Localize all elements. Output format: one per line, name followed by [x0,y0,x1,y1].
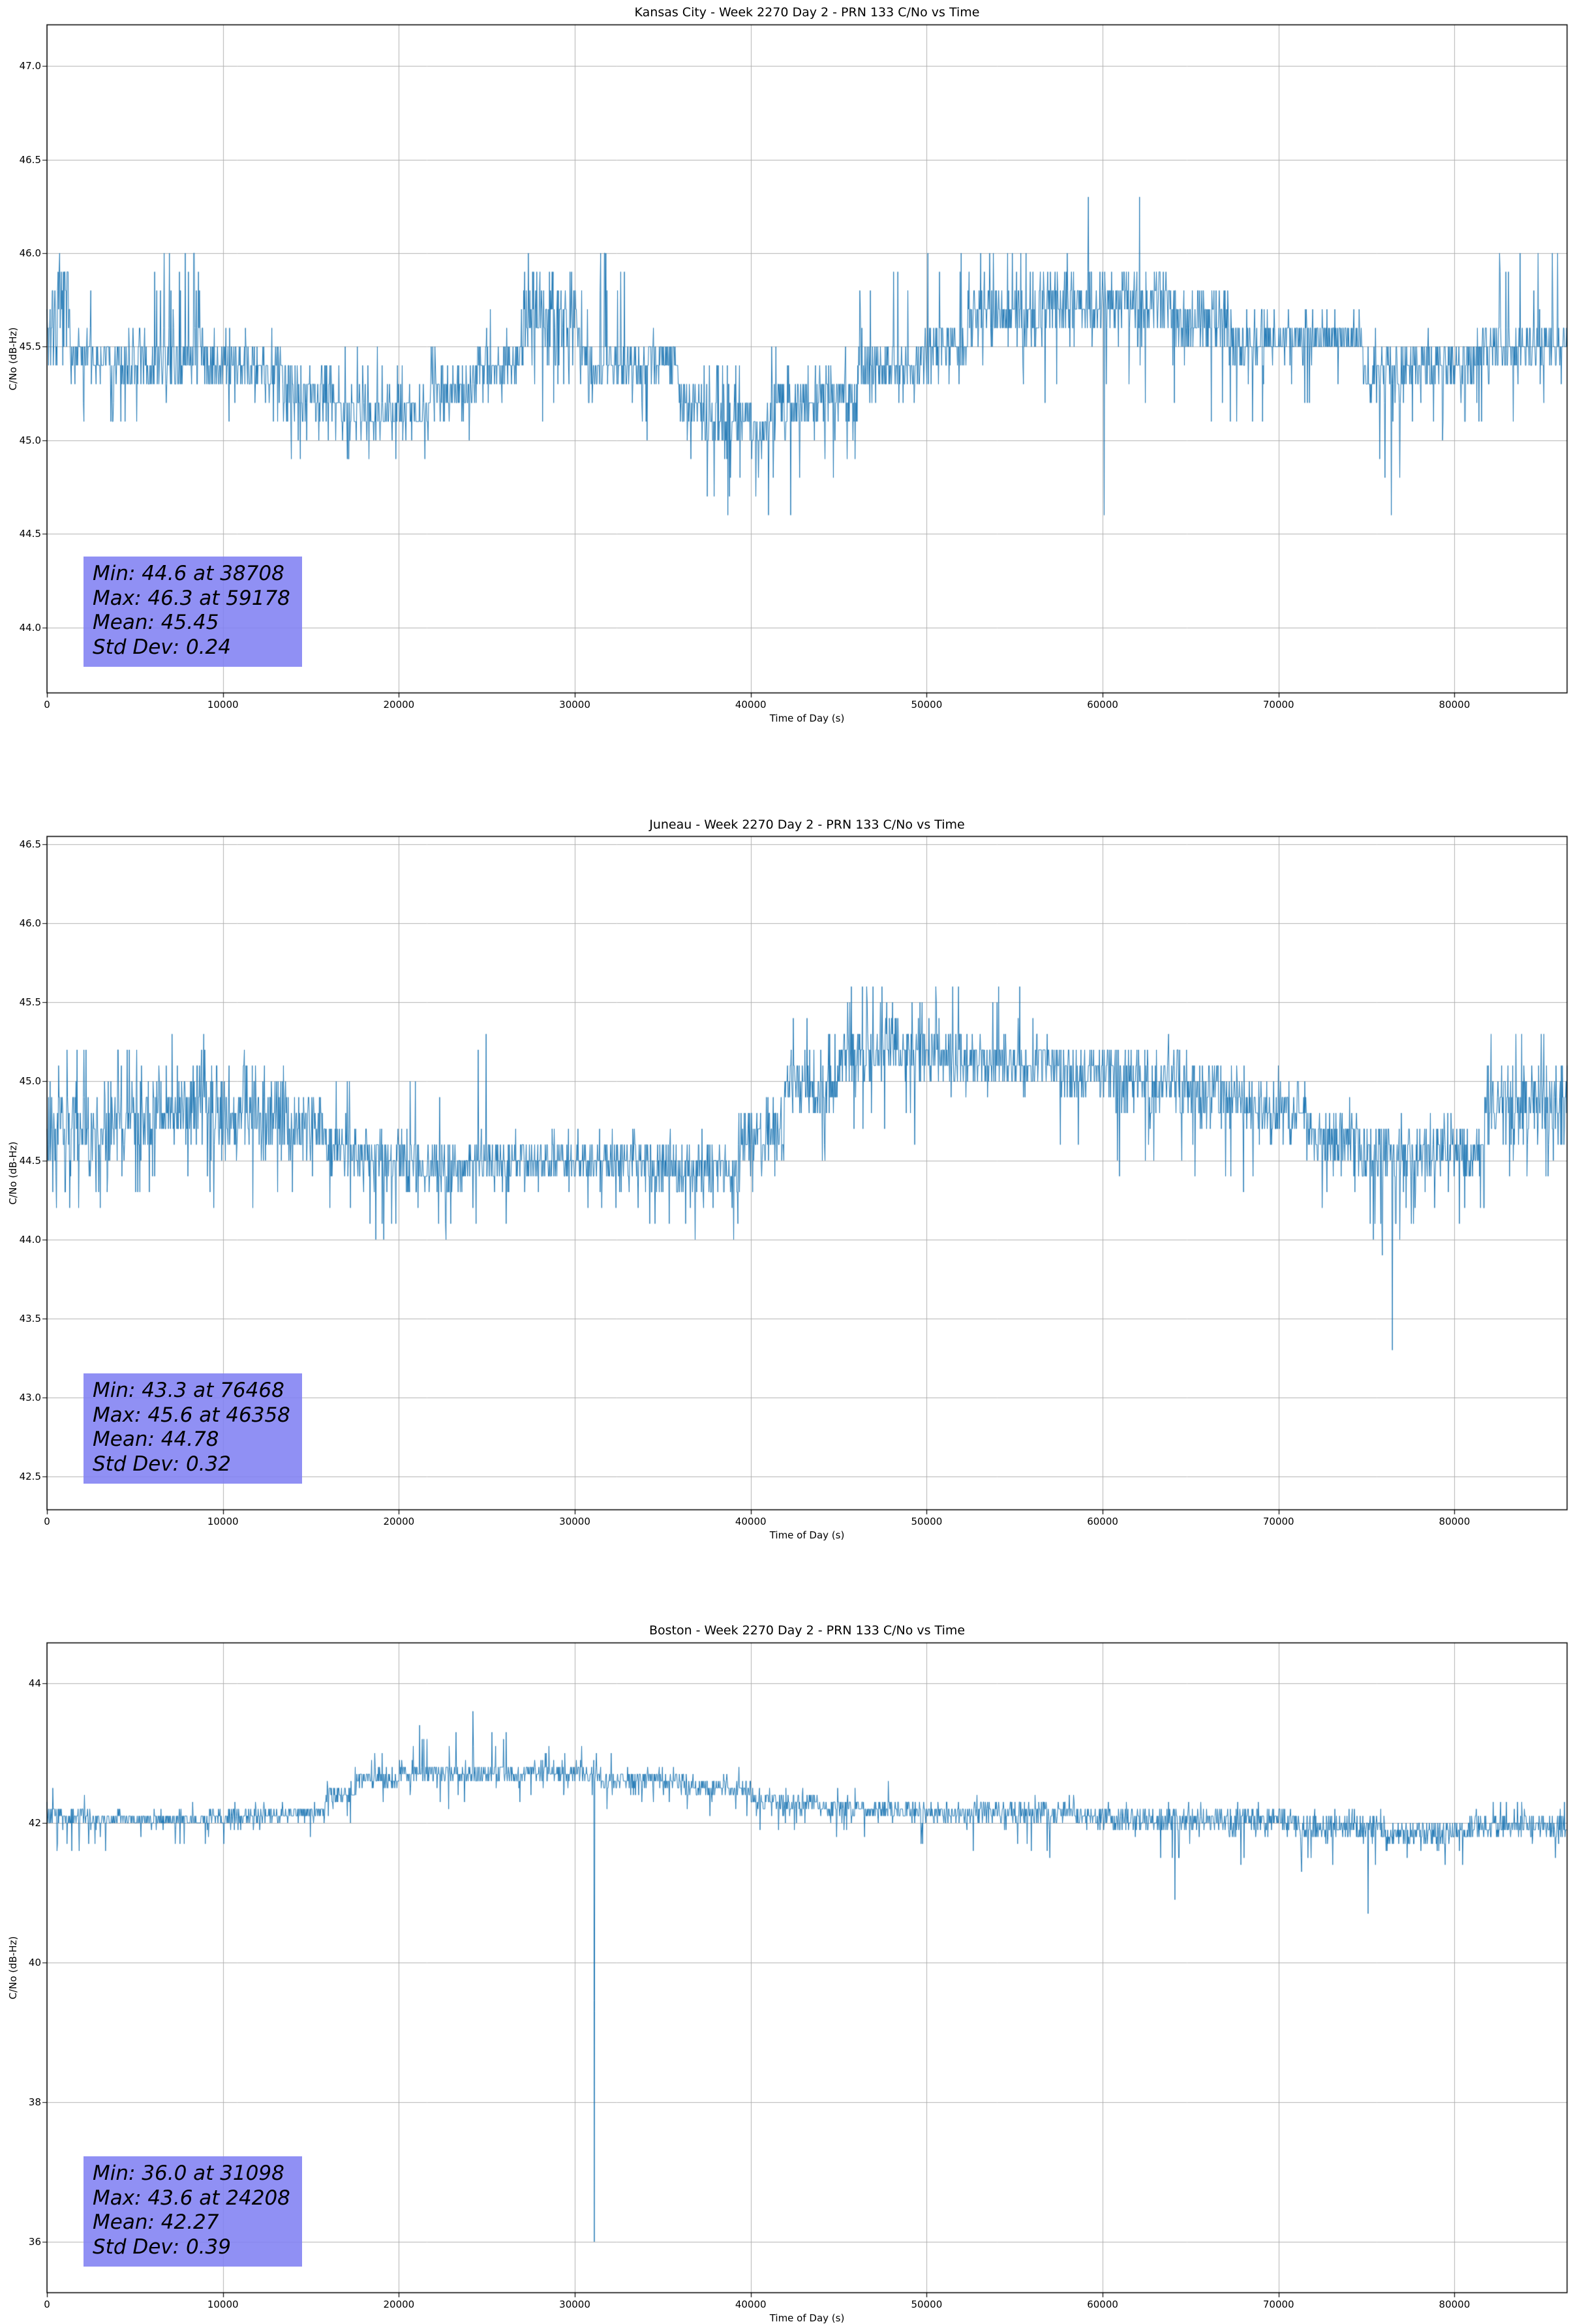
y-tick-label: 44.5 [19,1154,41,1167]
stats-annotation: Min: 44.6 at 38708 Max: 46.3 at 59178 Me… [84,556,302,667]
x-tick-label: 40000 [735,2299,767,2310]
x-axis-label: Time of Day (s) [769,712,845,724]
stats-annotation: Min: 43.3 at 76468 Max: 45.6 at 46358 Me… [84,1373,302,1484]
y-tick-label: 45.5 [19,341,41,353]
x-tick-label: 10000 [207,1516,239,1527]
x-tick-label: 80000 [1439,699,1471,711]
y-tick-label: 42.5 [19,1471,41,1483]
stats-annotation: Min: 36.0 at 31098 Max: 43.6 at 24208 Me… [84,2156,302,2267]
x-tick-label: 20000 [383,1516,415,1527]
x-tick-label: 70000 [1262,699,1294,711]
x-tick-label: 30000 [559,699,590,711]
y-tick-label: 45.0 [19,1075,41,1088]
y-tick-label: 44 [28,1677,41,1690]
x-tick-label: 60000 [1087,699,1118,711]
y-tick-label: 46.0 [19,917,41,930]
x-tick-label: 60000 [1087,2299,1118,2310]
y-tick-label: 42 [28,1817,41,1829]
y-tick-label: 43.0 [19,1392,41,1403]
stat-mean: Mean: 42.27 [93,2210,219,2235]
chart-title: Boston - Week 2270 Day 2 - PRN 133 C/No … [648,1623,966,1638]
y-axis-label: C/No (dB-Hz) [7,1141,19,1205]
stat-mean: Mean: 45.45 [93,611,219,635]
stat-stddev: Std Dev: 0.24 [93,635,231,660]
x-tick-label: 0 [44,699,50,711]
x-tick-label: 70000 [1262,2299,1294,2310]
x-tick-label: 50000 [911,2299,943,2310]
y-axis-label: C/No (dB-Hz) [7,327,19,391]
x-tick-label: 0 [44,2299,50,2310]
stat-min: Min: 43.3 at 76468 [93,1378,284,1402]
y-axis-label: C/No (dB-Hz) [7,1936,19,2000]
y-tick-label: 47.0 [19,60,41,72]
x-tick-label: 40000 [735,699,767,711]
figure-juneau: Juneau - Week 2270 Day 2 - PRN 133 C/No … [0,772,1571,1544]
x-tick-label: 50000 [911,1516,943,1527]
x-tick-label: 0 [44,1516,50,1527]
x-tick-label: 30000 [559,1516,590,1527]
y-tick-label: 38 [28,2096,41,2108]
x-axis-label: Time of Day (s) [769,2312,845,2324]
y-tick-label: 36 [28,2235,41,2248]
x-tick-label: 20000 [383,699,415,711]
x-tick-label: 10000 [207,2299,239,2310]
chart-title: Kansas City - Week 2270 Day 2 - PRN 133 … [634,5,980,20]
y-tick-label: 44.0 [19,621,41,634]
y-tick-label: 46.5 [19,838,41,851]
x-axis-label: Time of Day (s) [769,1529,845,1541]
x-tick-label: 80000 [1439,2299,1471,2310]
stat-min: Min: 36.0 at 31098 [93,2161,284,2185]
stat-max: Max: 45.6 at 46358 [93,1403,290,1427]
stat-stddev: Std Dev: 0.32 [93,1452,231,1476]
y-tick-label: 45.0 [19,434,41,446]
y-tick-label: 46.0 [19,247,41,259]
stat-min: Min: 44.6 at 38708 [93,561,284,585]
x-tick-label: 20000 [383,2299,415,2310]
y-tick-label: 40 [28,1956,41,1968]
x-tick-label: 60000 [1087,1516,1118,1527]
x-tick-label: 10000 [207,699,239,711]
stat-max: Max: 46.3 at 59178 [93,586,290,610]
stat-stddev: Std Dev: 0.39 [93,2235,231,2259]
figure-boston: Boston - Week 2270 Day 2 - PRN 133 C/No … [0,1544,1571,2324]
y-tick-label: 46.5 [19,153,41,166]
y-tick-label: 45.5 [19,996,41,1009]
x-tick-label: 70000 [1262,1516,1294,1527]
x-tick-label: 30000 [559,2299,590,2310]
chart-title: Juneau - Week 2270 Day 2 - PRN 133 C/No … [649,818,965,832]
y-tick-label: 44.5 [19,528,41,540]
x-tick-label: 80000 [1439,1516,1471,1527]
stat-mean: Mean: 44.78 [93,1428,219,1452]
x-tick-label: 40000 [735,1516,767,1527]
figure-kansas-city: Kansas City - Week 2270 Day 2 - PRN 133 … [0,0,1571,772]
x-tick-label: 50000 [911,699,943,711]
stat-max: Max: 43.6 at 24208 [93,2186,290,2210]
y-tick-label: 44.0 [19,1233,41,1246]
y-tick-label: 43.5 [19,1312,41,1324]
